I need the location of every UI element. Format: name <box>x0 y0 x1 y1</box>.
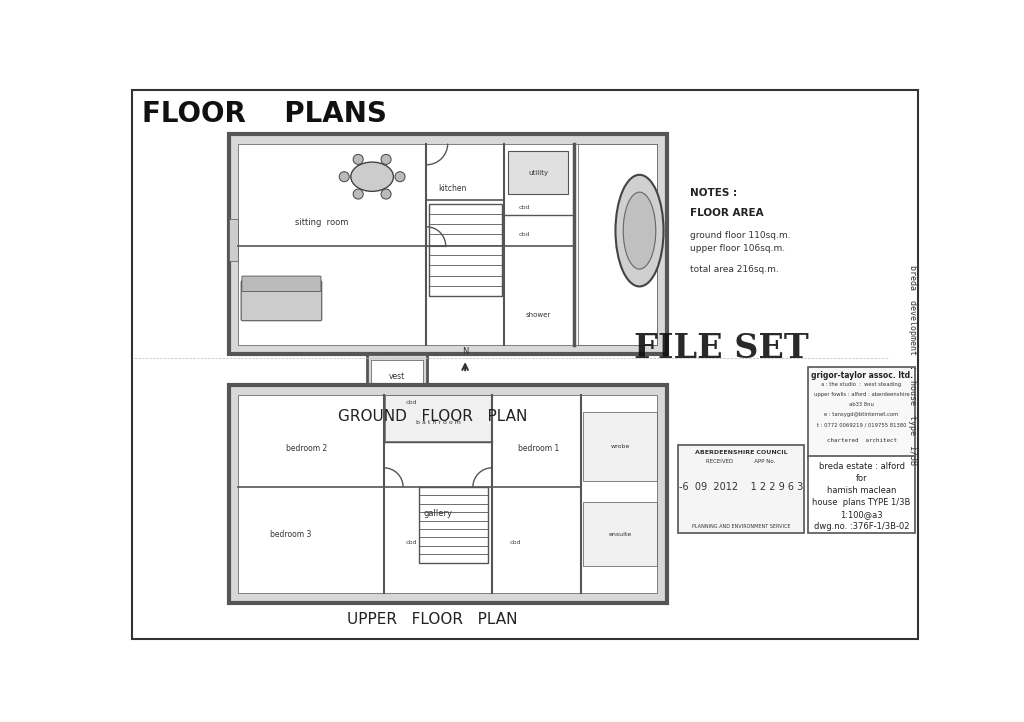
Text: NOTES :: NOTES : <box>690 188 737 199</box>
Bar <box>809 367 914 458</box>
Text: e : tansygd@btinternet.com: e : tansygd@btinternet.com <box>824 412 899 417</box>
Bar <box>238 144 657 344</box>
Text: ABERDEENSHIRE COUNCIL: ABERDEENSHIRE COUNCIL <box>694 450 787 455</box>
Text: FLOOR    PLANS: FLOOR PLANS <box>142 100 387 128</box>
Text: UPPER   FLOOR   PLAN: UPPER FLOOR PLAN <box>347 612 517 627</box>
Circle shape <box>353 155 364 165</box>
Text: -6  09  2012    1 2 2 9 6 3: -6 09 2012 1 2 2 9 6 3 <box>679 482 803 492</box>
Bar <box>371 360 423 394</box>
Bar <box>228 134 667 354</box>
Text: FLOOR AREA: FLOOR AREA <box>690 207 764 217</box>
Text: RECEIVED            APP No.: RECEIVED APP No. <box>707 459 776 464</box>
Text: FILE SET: FILE SET <box>634 332 808 365</box>
Text: PLANNING AND ENVIRONMENT SERVICE: PLANNING AND ENVIRONMENT SERVICE <box>692 524 791 529</box>
Bar <box>583 503 657 565</box>
Text: chartered  architect: chartered architect <box>826 438 897 443</box>
Text: a : the studio  :  west steading: a : the studio : west steading <box>821 383 901 387</box>
FancyBboxPatch shape <box>241 281 322 321</box>
Text: bedroom 3: bedroom 3 <box>270 530 311 539</box>
Bar <box>228 386 667 603</box>
Text: dwg.no. :376F-1/3B-02: dwg.no. :376F-1/3B-02 <box>814 522 909 531</box>
Text: cbd: cbd <box>406 400 417 405</box>
Text: GROUND   FLOOR   PLAN: GROUND FLOOR PLAN <box>338 409 527 425</box>
Ellipse shape <box>624 192 655 269</box>
Bar <box>228 386 667 603</box>
Text: grigor-taylor assoc. ltd.: grigor-taylor assoc. ltd. <box>811 371 912 380</box>
Text: hamish maclean: hamish maclean <box>826 487 896 495</box>
Bar <box>367 354 427 399</box>
Bar <box>429 204 503 296</box>
Bar <box>385 395 490 441</box>
Text: utility: utility <box>528 170 548 176</box>
Ellipse shape <box>615 175 664 287</box>
Bar <box>583 412 657 481</box>
Text: total area 216sq.m.: total area 216sq.m. <box>690 265 778 274</box>
Text: upper floor 106sq.m.: upper floor 106sq.m. <box>690 244 785 253</box>
Text: ensuite: ensuite <box>608 531 632 536</box>
Ellipse shape <box>351 162 393 191</box>
Text: wrobe: wrobe <box>610 444 630 449</box>
Circle shape <box>381 155 391 165</box>
Text: shower: shower <box>526 313 551 318</box>
Text: house  plans TYPE 1/3B: house plans TYPE 1/3B <box>812 498 910 507</box>
Bar <box>228 134 667 354</box>
Text: sitting  room: sitting room <box>295 219 348 227</box>
Text: for: for <box>856 474 867 483</box>
Text: cbd: cbd <box>519 205 530 210</box>
Circle shape <box>353 189 364 199</box>
Bar <box>579 144 657 344</box>
Circle shape <box>381 189 391 199</box>
Circle shape <box>395 172 406 182</box>
Text: 1:100@a3: 1:100@a3 <box>841 510 883 519</box>
Text: ground floor 110sq.m.: ground floor 110sq.m. <box>690 230 791 240</box>
Text: bedroom 1: bedroom 1 <box>518 444 559 453</box>
Bar <box>508 152 568 193</box>
Bar <box>419 487 488 562</box>
Text: b a t h r o o m: b a t h r o o m <box>416 420 461 425</box>
Bar <box>678 445 804 534</box>
Text: cbd: cbd <box>510 540 521 545</box>
Bar <box>809 456 914 534</box>
FancyBboxPatch shape <box>242 276 321 292</box>
Text: gallery: gallery <box>424 510 453 518</box>
Text: breda estate : alford: breda estate : alford <box>818 462 904 471</box>
Text: vest: vest <box>389 373 406 381</box>
Text: breda  development  :  house  type  1/3B: breda development : house type 1/3B <box>908 266 916 466</box>
Bar <box>238 395 657 593</box>
Text: kitchen: kitchen <box>438 184 466 193</box>
Text: ab33 8nu: ab33 8nu <box>849 402 873 407</box>
Text: cbd: cbd <box>406 540 417 545</box>
Text: t : 0772 0069219 / 019755 81380: t : 0772 0069219 / 019755 81380 <box>817 422 906 427</box>
Circle shape <box>339 172 349 182</box>
Bar <box>228 219 238 261</box>
Text: bedroom 2: bedroom 2 <box>286 444 327 453</box>
Text: N: N <box>462 347 468 356</box>
Text: cbd: cbd <box>519 232 530 237</box>
Text: upper fowlis : alford : aberdeenshire: upper fowlis : alford : aberdeenshire <box>814 392 909 397</box>
